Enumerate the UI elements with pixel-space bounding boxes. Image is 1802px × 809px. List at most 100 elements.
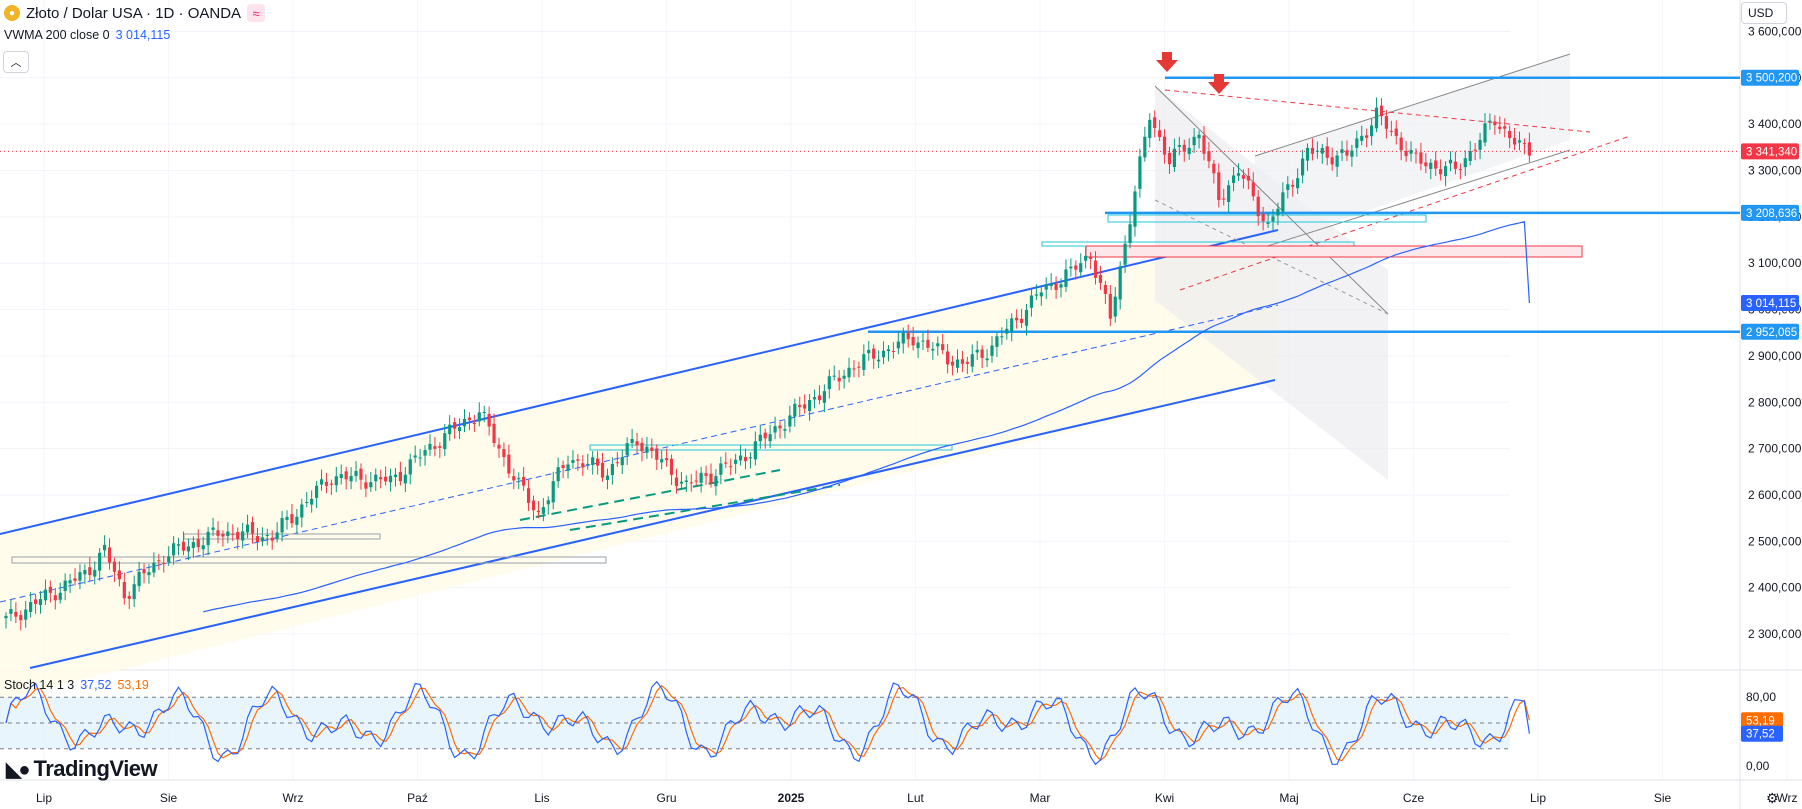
candle-body [4, 615, 8, 619]
osc-label-text: 37,52 [1746, 729, 1775, 741]
currency-button[interactable]: USD [1741, 2, 1787, 24]
candle-body [507, 454, 511, 474]
candle-body [674, 477, 679, 486]
candle-body [1049, 283, 1053, 286]
candle-body [319, 479, 324, 485]
candle-body [1330, 157, 1334, 165]
candle-body [950, 361, 955, 366]
candle-body [965, 361, 969, 364]
candle-body [265, 535, 269, 537]
candle-body [78, 572, 82, 581]
candle-body [980, 349, 984, 358]
price-label-bg [1741, 204, 1799, 221]
candle-body [906, 332, 910, 340]
candle-body [93, 569, 97, 577]
price-tick-label: 3 400,000 [1748, 117, 1802, 131]
candle-body [1118, 266, 1122, 300]
candle-body [1089, 256, 1093, 259]
tradingview-logo[interactable]: ◣● TradingView [6, 756, 158, 782]
candle-body [1231, 175, 1236, 184]
candle-body [487, 413, 491, 427]
candle-body [157, 560, 161, 562]
candle-body [719, 463, 723, 475]
candle-body [19, 615, 23, 621]
candle-body [1266, 222, 1270, 224]
candle-body [300, 504, 304, 518]
candle-body [231, 533, 235, 535]
candle-body [448, 424, 452, 435]
candle-body [43, 589, 48, 601]
candle-body [9, 609, 13, 614]
candle-body [625, 443, 629, 456]
candle-body [1522, 143, 1527, 145]
symbol-title[interactable]: Złoto / Dolar USA · 1D · OANDA [26, 4, 242, 22]
candle-body [438, 446, 442, 448]
candle-body [512, 476, 516, 481]
candle-body [566, 464, 570, 471]
candle-body [541, 507, 545, 514]
candle-body [768, 434, 772, 442]
candle-body [1167, 152, 1172, 165]
candle-body [423, 450, 427, 456]
candle-body [1246, 175, 1250, 181]
candle-body [1394, 128, 1398, 137]
chevron-up-icon[interactable]: ︿ [3, 51, 29, 73]
candle-body [517, 478, 521, 480]
time-tick-label: Wrz [1776, 791, 1797, 805]
candle-body [1103, 284, 1107, 294]
time-tick-label: Wrz [282, 791, 303, 805]
candle-body [1251, 182, 1255, 197]
candle-body [1177, 145, 1181, 147]
candle-body [1143, 136, 1147, 158]
candle-body [393, 474, 398, 478]
candle-body [1286, 184, 1290, 190]
candle-body [48, 586, 52, 593]
price-tick-label: 3 600,000 [1748, 24, 1802, 38]
candle-body [472, 423, 476, 425]
candle-body [679, 481, 684, 484]
candle-body [1128, 224, 1132, 244]
candle-body [832, 375, 836, 377]
candle-body [1512, 137, 1517, 145]
candle-body [689, 482, 693, 484]
candle-body [581, 463, 585, 468]
candle-body [453, 422, 457, 429]
desc-channel-upper [1154, 85, 1389, 315]
candle-body [1424, 162, 1428, 167]
candle-body [88, 567, 92, 576]
candle-body [1098, 275, 1103, 283]
candle-body [1148, 119, 1152, 139]
candle-body [1414, 152, 1418, 154]
oscillator-legend[interactable]: Stoch 14 1 3 37,52 53,19 [4, 678, 149, 692]
candle-body [1365, 135, 1369, 138]
candle-body [694, 480, 698, 482]
price-tick-label: 2 600,000 [1748, 488, 1802, 502]
candle-body [305, 501, 309, 503]
osc-label-bg [1741, 712, 1783, 729]
candle-body [433, 446, 437, 449]
candle-body [931, 348, 935, 351]
candle-body [68, 580, 72, 584]
candle-body [995, 336, 999, 347]
candle-body [877, 359, 881, 362]
candle-body [29, 602, 33, 612]
price-tick-label: 2 300,000 [1748, 627, 1802, 641]
candle-body [1409, 150, 1413, 154]
indicator-legend[interactable]: VWMA 200 close 0 3 014,115 [4, 28, 170, 42]
candle-body [117, 570, 121, 580]
candle-body [1379, 105, 1384, 117]
candle-body [1320, 148, 1324, 154]
candle-body [1113, 296, 1117, 317]
candle-body [201, 545, 205, 550]
candle-body [388, 475, 393, 483]
price-label-bg [1741, 69, 1799, 86]
gear-icon[interactable]: ⚙ [1766, 790, 1779, 806]
approx-icon[interactable]: ≈ [247, 4, 266, 22]
candle-body [1340, 149, 1344, 153]
candle-body [975, 349, 979, 353]
candle-body [63, 580, 67, 592]
indicator-label: VWMA 200 close 0 [4, 28, 110, 42]
candle-body [1015, 317, 1019, 321]
